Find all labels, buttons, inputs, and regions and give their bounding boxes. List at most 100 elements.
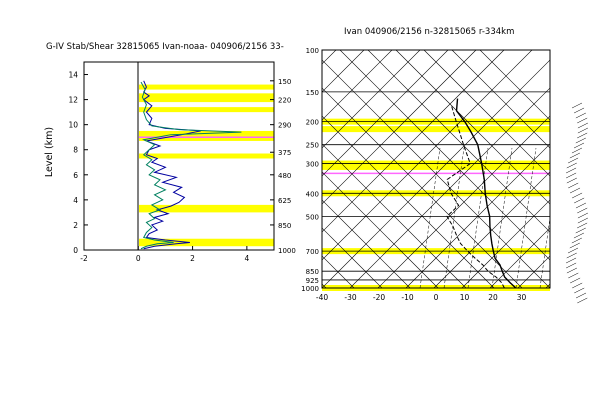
right-adiabat--3 xyxy=(58,48,298,288)
left-y-tick-label-2: 4 xyxy=(73,196,78,205)
right-isotherm--3 xyxy=(322,50,477,205)
right-pressure-label-9: 925 xyxy=(306,277,319,285)
right-chart: -40 -30 -20 -10 0 10 20 30100150200250300400500… xyxy=(0,47,602,304)
right-adiabat-2 xyxy=(322,171,439,288)
wind-barb-29 xyxy=(567,247,579,254)
left-plot-frame xyxy=(83,61,275,251)
temperature-line xyxy=(455,98,517,288)
right-isotherm-9 xyxy=(574,48,602,288)
wind-barb-7 xyxy=(575,137,586,144)
right-pressure-label-10: 1000 xyxy=(301,285,319,293)
right-isotherm-1 xyxy=(349,87,550,288)
left-series-line-1 xyxy=(140,81,242,250)
wind-barb-4 xyxy=(577,122,589,129)
right-adiabat--5 xyxy=(2,48,242,288)
wind-barb-30 xyxy=(566,252,577,259)
right-isotherm-4 xyxy=(433,171,550,288)
wind-barb-5 xyxy=(577,127,589,134)
right-adiabat-3 xyxy=(322,143,467,288)
right-isotherm--5 xyxy=(322,50,421,149)
left-highlight-band-1 xyxy=(139,238,274,244)
wind-barb-14 xyxy=(565,172,577,179)
left-chart: -2 0 2 402468101214150220290375480625850100… xyxy=(44,61,296,263)
left-x-tick-label-2: 2 xyxy=(190,254,195,263)
wind-barb-31 xyxy=(565,257,577,264)
wind-barb-39 xyxy=(577,297,588,304)
right-isotherm--8 xyxy=(322,50,337,65)
wind-barb-15 xyxy=(566,177,577,184)
right-adiabat-6 xyxy=(322,59,550,288)
right-x-tick-label-2: -20 xyxy=(373,293,385,302)
wind-barb-33 xyxy=(566,267,578,274)
left-y-tick-label-4: 8 xyxy=(73,146,78,155)
wind-barb-25 xyxy=(575,227,586,234)
right-pressure-label-7: 700 xyxy=(306,248,319,256)
right-moist-adiabat-3 xyxy=(491,147,513,288)
left-highlight-band-9 xyxy=(139,93,274,99)
right-adiabat-9 xyxy=(395,50,550,205)
wind-barb-9 xyxy=(571,147,583,154)
right-adiabat-10 xyxy=(423,50,550,177)
wind-barb-22 xyxy=(577,212,589,219)
left-highlight-band-8 xyxy=(139,97,274,103)
right-x-tick-label-7: 30 xyxy=(517,293,527,302)
wind-barb-23 xyxy=(577,217,588,224)
left-pressure-tick-label-3: 375 xyxy=(278,149,291,157)
left-pressure-tick-label-1: 220 xyxy=(278,97,291,105)
right-x-tick-label-4: 0 xyxy=(434,293,439,302)
left-highlight-band-4 xyxy=(139,153,274,159)
left-pressure-tick-label-0: 150 xyxy=(278,78,291,86)
left-y-tick-label-3: 6 xyxy=(73,171,78,180)
wind-barb-26 xyxy=(573,232,585,239)
right-isotherm-0 xyxy=(322,59,550,288)
right-isotherm--2 xyxy=(322,50,505,233)
right-pressure-label-1: 150 xyxy=(306,89,319,97)
right-x-tick-label-0: -40 xyxy=(316,293,328,302)
right-pressure-label-2: 200 xyxy=(306,119,319,127)
left-x-tick-label-1: 0 xyxy=(136,254,141,263)
right-adiabat--8 xyxy=(0,48,158,288)
right-adiabat-8 xyxy=(367,50,550,233)
right-adiabat-0 xyxy=(322,227,383,288)
right-moist-adiabat-2 xyxy=(467,147,489,288)
right-adiabat-11 xyxy=(451,50,550,149)
right-isotherm-8 xyxy=(545,283,550,288)
right-pressure-label-3: 250 xyxy=(306,142,319,150)
wind-barb-32 xyxy=(566,262,577,269)
right-pressure-label-0: 100 xyxy=(306,47,319,55)
left-series-group xyxy=(140,80,242,250)
left-highlight-band-3 xyxy=(139,204,274,210)
right-isotherm--4 xyxy=(322,50,449,177)
wind-barb-0 xyxy=(571,102,583,109)
left-pressure-tick-label-4: 480 xyxy=(278,172,291,180)
right-adiabat-4 xyxy=(322,115,495,288)
dewpoint-line xyxy=(446,104,505,288)
left-series-line-0 xyxy=(142,80,201,250)
right-isotherm--1 xyxy=(322,50,533,261)
right-adiabat-12 xyxy=(479,50,550,121)
wind-barb-1 xyxy=(573,107,585,114)
left-y-tick-label-0: 0 xyxy=(73,246,78,255)
wind-barb-36 xyxy=(572,282,583,289)
left-y-tick-label-7: 14 xyxy=(68,71,78,80)
left-chart-title: G-IV Stab/Shear 32815065 Ivan-noaa- 0409… xyxy=(46,42,284,52)
right-adiabat--4 xyxy=(30,48,270,288)
wind-barb-18 xyxy=(571,192,583,199)
left-y-tick-label-1: 2 xyxy=(73,221,78,230)
right-pressure-label-5: 400 xyxy=(306,190,319,198)
wind-barb-13 xyxy=(565,167,577,174)
left-axis-ticks: -2 0 2 402468101214150220290375480625850100… xyxy=(68,71,295,263)
wind-barb-37 xyxy=(574,287,585,294)
left-pressure-tick-label-2: 290 xyxy=(278,122,291,130)
right-pressure-label-6: 500 xyxy=(306,213,319,221)
wind-barb-28 xyxy=(569,242,580,249)
wind-barb-27 xyxy=(571,237,582,244)
wind-barb-19 xyxy=(574,197,585,204)
right-pressure-label-8: 850 xyxy=(306,268,319,276)
left-highlight-band-10 xyxy=(139,84,274,90)
left-y-tick-label-6: 12 xyxy=(68,96,78,105)
right-plot-frame xyxy=(321,49,551,289)
right-x-tick-label-1: -30 xyxy=(344,293,356,302)
right-adiabat-5 xyxy=(322,87,523,288)
